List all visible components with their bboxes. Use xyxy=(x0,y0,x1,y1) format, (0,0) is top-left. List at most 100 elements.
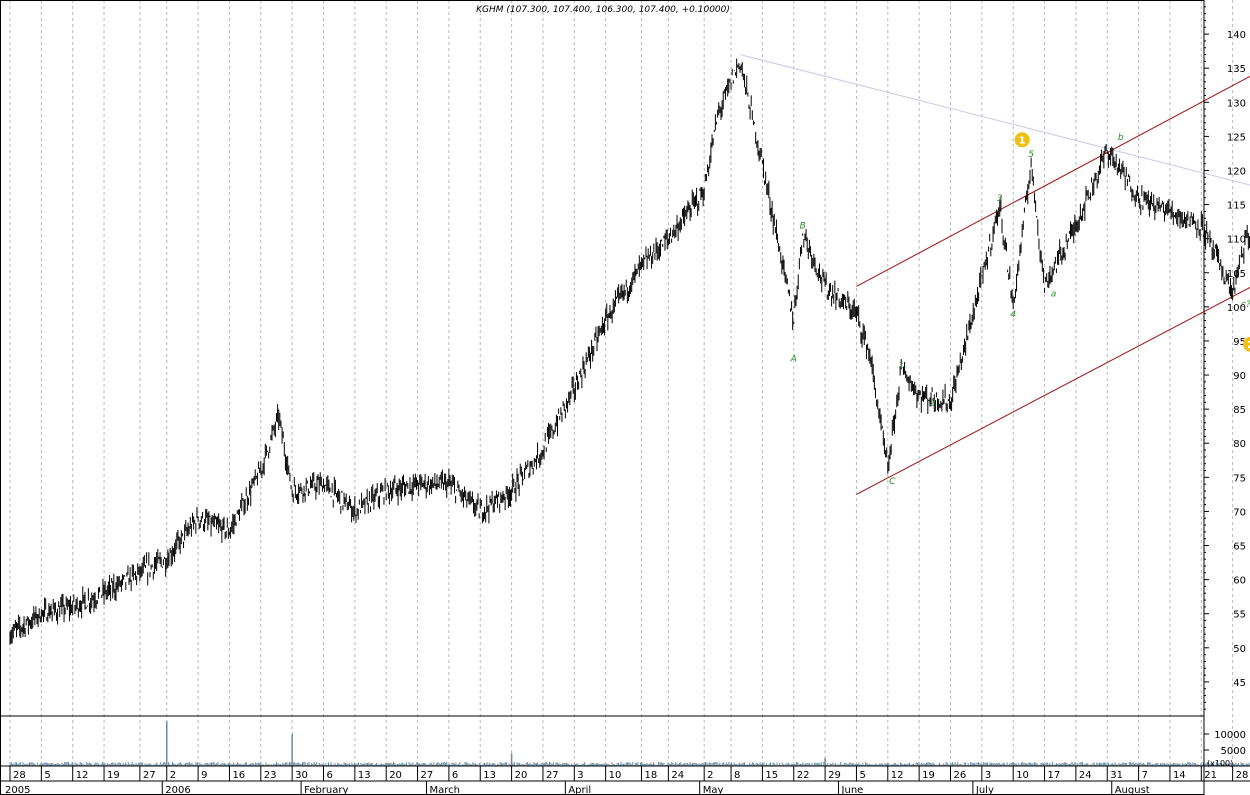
price-tick-label: 75 xyxy=(1233,473,1246,484)
price-tick-label: 85 xyxy=(1233,405,1246,416)
day-tick-label: 22 xyxy=(797,770,810,781)
wave-badge xyxy=(1014,132,1030,148)
wave-badge-label: 1 xyxy=(1019,135,1026,146)
day-tick-label: 16 xyxy=(232,770,245,781)
price-tick-label: 50 xyxy=(1233,644,1246,655)
day-tick-label: 27 xyxy=(546,770,559,781)
price-tick-label: 60 xyxy=(1233,576,1246,587)
wave-annotations: A B C 1 2 3 4 5 a b c??? 1 2 xyxy=(790,132,1250,487)
day-tick-label: 14 xyxy=(1173,770,1186,781)
price-tick-label: 80 xyxy=(1233,439,1246,450)
price-tick-label: 90 xyxy=(1233,371,1246,382)
volume-tick-label: 10000 xyxy=(1214,730,1246,741)
day-tick-label: 2 xyxy=(170,770,176,781)
day-tick-label: 8 xyxy=(734,770,740,781)
wave-label: c??? xyxy=(1241,300,1250,310)
day-tick-label: 19 xyxy=(107,770,120,781)
price-tick-label: 100 xyxy=(1227,303,1246,314)
day-tick-label: 5 xyxy=(859,770,865,781)
period-label: July xyxy=(975,785,994,795)
day-tick-label: 13 xyxy=(483,770,496,781)
outer-frame xyxy=(0,0,1205,795)
day-tick-label: 19 xyxy=(922,770,935,781)
wave-badge xyxy=(1243,336,1250,352)
wave-label: C xyxy=(889,477,896,487)
wave-label: 1 xyxy=(898,361,904,371)
price-series xyxy=(9,58,1250,645)
volume-series xyxy=(9,721,1250,766)
day-tick-label: 15 xyxy=(765,770,778,781)
day-tick-label: 10 xyxy=(609,770,622,781)
vertical-grid xyxy=(9,0,1234,766)
day-tick-label: 5 xyxy=(44,770,50,781)
period-label: May xyxy=(703,785,724,795)
period-label: August xyxy=(1115,785,1150,795)
price-tick-label: 135 xyxy=(1227,64,1246,75)
day-tick-label: 23 xyxy=(264,770,277,781)
price-tick-label: 65 xyxy=(1233,542,1246,553)
day-tick-label: 9 xyxy=(201,770,207,781)
day-tick-label: 6 xyxy=(452,770,458,781)
day-tick-label: 20 xyxy=(389,770,402,781)
trend-line-resistance xyxy=(739,54,1250,186)
day-tick-label: 7 xyxy=(1142,770,1148,781)
wave-label: 4 xyxy=(1010,310,1016,320)
price-tick-label: 115 xyxy=(1227,201,1246,212)
day-tick-label: 24 xyxy=(671,770,684,781)
day-tick-label: 6 xyxy=(327,770,333,781)
wave-badge-label: 2 xyxy=(1247,340,1250,351)
trend-lines xyxy=(739,54,1250,495)
day-tick-label: 27 xyxy=(143,770,156,781)
day-tick-label: 17 xyxy=(1048,770,1061,781)
trend-line-channel-lower xyxy=(856,286,1250,495)
chart-title: KGHM (107.300, 107.400, 106.300, 107.400… xyxy=(476,5,730,15)
day-tick-label: 10 xyxy=(1016,770,1029,781)
trend-line-channel-upper xyxy=(856,75,1250,287)
day-tick-label: 3 xyxy=(985,770,991,781)
day-tick-label: 30 xyxy=(295,770,308,781)
day-tick-label: 29 xyxy=(828,770,841,781)
day-tick-label: 24 xyxy=(1079,770,1092,781)
period-label: February xyxy=(304,785,348,795)
wave-label: A xyxy=(790,354,797,364)
wave-label: 5 xyxy=(1028,150,1034,160)
volume-tick-label: 5000 xyxy=(1221,746,1246,757)
day-tick-label: 31 xyxy=(1110,770,1123,781)
day-tick-label: 20 xyxy=(515,770,528,781)
day-tick-label: 26 xyxy=(954,770,967,781)
day-tick-label: 28 xyxy=(13,770,26,781)
price-tick-label: 140 xyxy=(1227,30,1246,41)
wave-label: b xyxy=(1118,133,1124,143)
axes: 28 5 12 19 27 2 9 16 23 30 6 13 20 27 6 13 20 27 3 10 18 24 2 8… xyxy=(5,6,1249,795)
price-tick-label: 45 xyxy=(1233,678,1246,689)
day-tick-label: 12 xyxy=(76,770,89,781)
day-tick-label: 3 xyxy=(577,770,583,781)
price-tick-label: 110 xyxy=(1227,235,1246,246)
period-label: March xyxy=(430,785,460,795)
price-tick-label: 70 xyxy=(1233,507,1246,518)
day-tick-label: 18 xyxy=(644,770,657,781)
price-tick-label: 125 xyxy=(1227,132,1246,143)
wave-label: 2 xyxy=(930,399,936,409)
price-tick-label: 95 xyxy=(1233,337,1246,348)
day-tick-label: 21 xyxy=(1204,770,1217,781)
wave-label: B xyxy=(800,221,806,231)
day-tick-label: 27 xyxy=(421,770,434,781)
day-tick-label: 13 xyxy=(358,770,371,781)
day-tick-label: 2 xyxy=(707,770,713,781)
period-label: 2005 xyxy=(5,785,30,795)
wave-label: a xyxy=(1051,290,1057,300)
volume-unit-label: (x100) xyxy=(1207,759,1233,768)
price-tick-label: 55 xyxy=(1233,610,1246,621)
day-tick-label: 12 xyxy=(891,770,904,781)
period-label: April xyxy=(568,785,591,795)
period-label: June xyxy=(841,785,864,795)
wave-label: 3 xyxy=(997,194,1003,204)
price-tick-label: 105 xyxy=(1227,269,1246,280)
period-label: 2006 xyxy=(165,785,190,795)
day-tick-label: 28 xyxy=(1236,770,1249,781)
price-tick-label: 120 xyxy=(1227,166,1246,177)
price-tick-label: 130 xyxy=(1227,98,1246,109)
